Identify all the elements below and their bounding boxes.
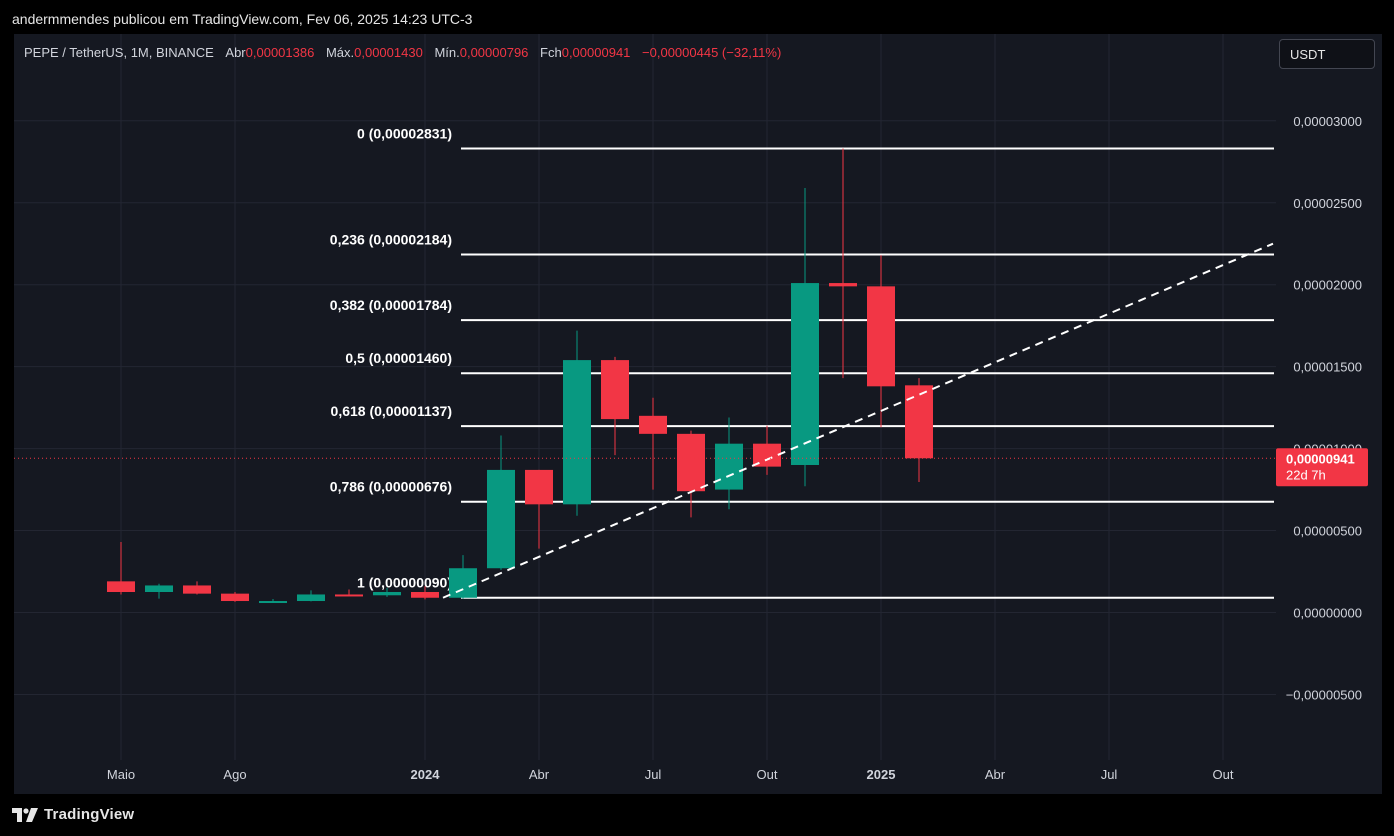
fib-level-label: 0,5 (0,00001460) [345, 350, 452, 366]
candle-up [715, 443, 743, 490]
candle-down [183, 585, 211, 594]
fib-level-label: 0,236 (0,00002184) [330, 232, 452, 248]
candle-down [639, 415, 667, 434]
change-value: −0,00000445 (−32,11%) [642, 45, 782, 60]
fib-level-label: 0,382 (0,00001784) [330, 297, 452, 313]
x-tick-label: Maio [107, 767, 135, 782]
close-label: Fch [540, 45, 562, 60]
fib-level-label: 0,786 (0,00000676) [330, 479, 452, 495]
chart-panel[interactable] [14, 34, 1382, 794]
open-value: 0,00001386 [245, 45, 315, 60]
y-tick-label: 0,00002500 [1293, 196, 1362, 211]
x-tick-label: Ago [223, 767, 246, 782]
low-label: Mín. [434, 45, 460, 60]
x-tick-label: Out [757, 767, 778, 782]
candles [107, 148, 933, 604]
candle-down [829, 283, 857, 287]
publisher-line: andermmendes publicou em TradingView.com… [12, 11, 473, 27]
y-tick-label: 0,00000500 [1293, 524, 1362, 539]
x-tick-label: Jul [1101, 767, 1118, 782]
y-axis: 0,00003000 0,00002500 0,00002000 0,00001500… [1286, 114, 1362, 703]
y-tick-label: 0,00000000 [1293, 605, 1362, 620]
fib-level-label: 0,618 (0,00001137) [331, 403, 452, 419]
price-tag-value: 0,00000941 [1286, 451, 1355, 466]
footer-bar [0, 794, 1394, 836]
y-tick-label: −0,00000500 [1286, 687, 1362, 702]
candle-down [525, 469, 553, 505]
candle-down [677, 433, 705, 492]
close-value: 0,00000941 [561, 45, 631, 60]
x-tick-label: 2025 [867, 767, 896, 782]
x-axis: Maio Ago 2024 Abr Jul Out 2025 Abr Jul Out [107, 767, 1234, 782]
ohlc-legend: PEPE / TetherUS, 1M, BINANCE Abr0,000013… [24, 45, 781, 60]
open-label: Abr [225, 45, 246, 60]
currency-button[interactable]: USDT [1279, 39, 1375, 69]
tradingview-brand[interactable]: TradingView [12, 806, 134, 823]
candle-up [297, 594, 325, 602]
candle-up [487, 469, 515, 569]
x-tick-label: Abr [529, 767, 550, 782]
candle-up [449, 568, 477, 598]
x-tick-label: Jul [645, 767, 662, 782]
y-tick-label: 0,00002000 [1293, 278, 1362, 293]
candle-up [373, 592, 401, 596]
candle-down [107, 581, 135, 593]
fibonacci-levels: 0 (0,00002831) 0,236 (0,00002184) 0,382 (0… [330, 126, 1274, 599]
symbol-title[interactable]: PEPE / TetherUS, 1M, BINANCE [24, 45, 214, 60]
x-tick-label: Abr [985, 767, 1006, 782]
candle-up [563, 360, 591, 505]
candle-down [753, 443, 781, 467]
candle-down [905, 385, 933, 459]
tradingview-logo-icon [12, 807, 38, 822]
high-value: 0,00001430 [354, 45, 423, 60]
brand-name: TradingView [44, 806, 135, 823]
trendline-dashed [442, 242, 1274, 599]
trendline [442, 242, 1274, 599]
candle-down [601, 360, 629, 420]
high-label: Máx. [325, 45, 355, 60]
price-tag [1276, 448, 1368, 487]
candle-up [791, 283, 819, 465]
candle-down [335, 594, 363, 597]
x-tick-label: 2024 [411, 767, 441, 782]
grid-lines [14, 34, 1276, 760]
y-tick-label: 0,00003000 [1293, 114, 1362, 129]
candle-down [221, 593, 249, 602]
top-bar: andermmendes publicou em TradingView.com… [0, 0, 1394, 34]
price-tag-countdown: 22d 7h [1286, 467, 1326, 482]
candle-up [259, 601, 287, 604]
y-tick-label: 0,00001500 [1293, 360, 1362, 375]
candle-up [145, 585, 173, 593]
fib-level-label: 1 (0,00000090) [357, 575, 452, 591]
x-tick-label: Out [1213, 767, 1234, 782]
low-value: 0,00000796 [459, 45, 529, 60]
fib-level-label: 0 (0,00002831) [357, 126, 452, 142]
candle-down [411, 592, 439, 598]
candle-down [867, 286, 895, 387]
